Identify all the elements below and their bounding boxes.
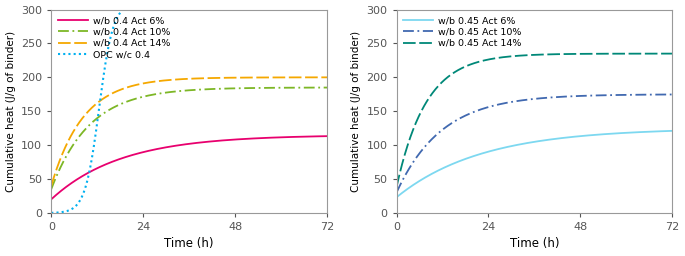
w/b 0.4 Act 14% — [323, 76, 331, 79]
w/b 0.45 Act 6% — [504, 145, 512, 148]
w/b 0.4 Act 14% — [267, 76, 275, 79]
w/b 0.4 Act 10% — [267, 86, 275, 89]
w/b 0.45 Act 6% — [668, 129, 676, 132]
w/b 0.4 Act 10% — [236, 87, 245, 90]
w/b 0.4 Act 10% — [169, 90, 177, 93]
w/b 0.4 Act 10% — [47, 188, 55, 191]
OPC w/c 0.4 — [159, 2, 167, 5]
w/b 0.4 Act 10% — [262, 86, 271, 89]
w/b 0.4 Act 6% — [323, 135, 331, 138]
w/b 0.45 Act 14% — [421, 103, 429, 106]
w/b 0.45 Act 14% — [612, 52, 621, 55]
w/b 0.4 Act 14% — [236, 76, 245, 79]
w/b 0.45 Act 14% — [608, 52, 616, 55]
X-axis label: Time (h): Time (h) — [510, 238, 559, 250]
w/b 0.45 Act 10% — [668, 93, 676, 96]
w/b 0.45 Act 10% — [612, 93, 621, 97]
Line: OPC w/c 0.4: OPC w/c 0.4 — [51, 3, 327, 213]
w/b 0.4 Act 14% — [159, 79, 167, 82]
Line: w/b 0.4 Act 10%: w/b 0.4 Act 10% — [51, 88, 327, 189]
w/b 0.45 Act 6% — [582, 134, 590, 137]
OPC w/c 0.4 — [323, 2, 331, 5]
Line: w/b 0.45 Act 14%: w/b 0.45 Act 14% — [397, 54, 672, 187]
Y-axis label: Cumulative heat (J/g of binder): Cumulative heat (J/g of binder) — [351, 31, 361, 192]
w/b 0.45 Act 10% — [608, 93, 616, 97]
OPC w/c 0.4 — [236, 2, 245, 5]
Line: w/b 0.45 Act 10%: w/b 0.45 Act 10% — [397, 94, 672, 193]
w/b 0.4 Act 6% — [169, 145, 177, 148]
w/b 0.45 Act 10% — [582, 94, 590, 97]
OPC w/c 0.4 — [47, 211, 55, 214]
OPC w/c 0.4 — [169, 2, 177, 5]
w/b 0.4 Act 14% — [169, 78, 177, 81]
w/b 0.45 Act 6% — [421, 176, 429, 179]
OPC w/c 0.4 — [75, 200, 84, 203]
w/b 0.45 Act 10% — [514, 99, 522, 102]
w/b 0.4 Act 14% — [47, 184, 55, 187]
w/b 0.45 Act 6% — [393, 196, 401, 199]
w/b 0.45 Act 6% — [612, 132, 621, 135]
OPC w/c 0.4 — [267, 2, 275, 5]
Legend: w/b 0.45 Act 6%, w/b 0.45 Act 10%, w/b 0.45 Act 14%: w/b 0.45 Act 6%, w/b 0.45 Act 10%, w/b 0… — [401, 14, 523, 50]
w/b 0.45 Act 10% — [393, 191, 401, 194]
w/b 0.4 Act 6% — [236, 138, 245, 141]
Line: w/b 0.4 Act 14%: w/b 0.4 Act 14% — [51, 77, 327, 186]
w/b 0.4 Act 14% — [262, 76, 271, 79]
w/b 0.45 Act 14% — [668, 52, 676, 55]
Y-axis label: Cumulative heat (J/g of binder): Cumulative heat (J/g of binder) — [5, 31, 16, 192]
w/b 0.45 Act 10% — [504, 101, 512, 104]
w/b 0.4 Act 10% — [159, 91, 167, 94]
w/b 0.45 Act 6% — [608, 132, 616, 135]
w/b 0.4 Act 6% — [262, 136, 271, 140]
w/b 0.4 Act 10% — [323, 86, 331, 89]
X-axis label: Time (h): Time (h) — [164, 238, 214, 250]
w/b 0.4 Act 6% — [75, 176, 84, 179]
w/b 0.4 Act 10% — [75, 135, 84, 138]
w/b 0.45 Act 10% — [421, 145, 429, 148]
w/b 0.4 Act 14% — [75, 121, 84, 124]
w/b 0.45 Act 14% — [504, 55, 512, 58]
Line: w/b 0.45 Act 6%: w/b 0.45 Act 6% — [397, 131, 672, 197]
w/b 0.45 Act 14% — [582, 52, 590, 55]
Line: w/b 0.4 Act 6%: w/b 0.4 Act 6% — [51, 136, 327, 199]
OPC w/c 0.4 — [262, 2, 271, 5]
w/b 0.4 Act 6% — [47, 198, 55, 201]
w/b 0.4 Act 6% — [159, 146, 167, 150]
w/b 0.45 Act 14% — [393, 186, 401, 189]
Legend: w/b 0.4 Act 6%, w/b 0.4 Act 10%, w/b 0.4 Act 14%, OPC w/c 0.4: w/b 0.4 Act 6%, w/b 0.4 Act 10%, w/b 0.4… — [56, 14, 172, 61]
w/b 0.45 Act 6% — [514, 143, 522, 146]
w/b 0.4 Act 6% — [267, 136, 275, 139]
w/b 0.45 Act 14% — [514, 54, 522, 57]
